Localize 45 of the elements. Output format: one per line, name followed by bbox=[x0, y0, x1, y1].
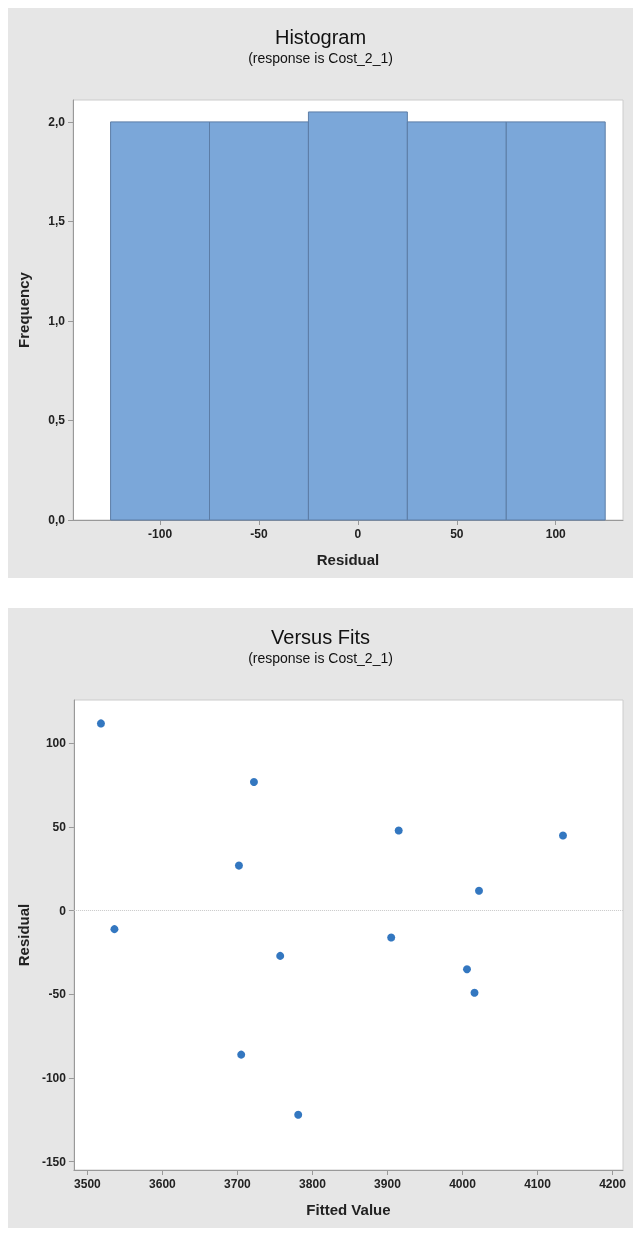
x-tick-label: 3800 bbox=[299, 1177, 327, 1191]
chart-title: Versus Fits bbox=[271, 626, 370, 648]
x-tick-label: -100 bbox=[148, 527, 173, 541]
x-tick-label: 4200 bbox=[599, 1177, 627, 1191]
point bbox=[234, 861, 243, 870]
y-axis-title: Frequency bbox=[15, 271, 32, 348]
x-tick-label: 4100 bbox=[524, 1177, 552, 1191]
point bbox=[237, 1050, 246, 1059]
y-tick-label: 0 bbox=[59, 903, 67, 918]
point bbox=[559, 831, 567, 840]
x-tick-label: 3900 bbox=[374, 1177, 402, 1191]
x-tick-label: 100 bbox=[545, 527, 567, 541]
y-tick-label: 1,0 bbox=[48, 313, 66, 328]
x-tick-label: 4000 bbox=[449, 1177, 477, 1191]
point bbox=[294, 1110, 303, 1119]
point bbox=[110, 925, 119, 934]
point bbox=[387, 933, 396, 942]
y-tick-label: -150 bbox=[41, 1154, 67, 1169]
y-tick-label: 100 bbox=[45, 736, 67, 751]
y-tick-label: 0,0 bbox=[48, 513, 66, 527]
y-tick-label: -50 bbox=[48, 987, 67, 1002]
chart-subtitle: (response is Cost_2_1) bbox=[248, 650, 393, 666]
point bbox=[249, 777, 258, 786]
chart-title: Histogram bbox=[274, 26, 367, 48]
point bbox=[470, 988, 479, 997]
y-tick-label: 1,5 bbox=[48, 214, 66, 229]
y-tick-label: 0,5 bbox=[48, 413, 66, 428]
point bbox=[474, 886, 483, 895]
y-tick-label: -100 bbox=[41, 1071, 67, 1086]
x-axis-title: Fitted Value bbox=[306, 1201, 391, 1218]
x-tick-label: 3700 bbox=[224, 1177, 252, 1191]
x-axis-title: Residual bbox=[316, 551, 380, 568]
chart-subtitle: (response is Cost_2_1) bbox=[248, 50, 393, 66]
y-tick-label: 50 bbox=[52, 820, 67, 835]
point bbox=[394, 826, 403, 835]
point bbox=[276, 951, 285, 960]
point bbox=[96, 719, 105, 728]
x-tick-label: 50 bbox=[450, 527, 464, 541]
x-tick-label: -50 bbox=[250, 527, 268, 541]
x-tick-label: 0 bbox=[354, 527, 362, 541]
y-axis-title: Residual bbox=[15, 903, 32, 967]
y-tick-label: 2,0 bbox=[48, 114, 66, 129]
point bbox=[462, 965, 471, 974]
x-tick-label: 3600 bbox=[149, 1177, 177, 1191]
x-tick-label: 3500 bbox=[74, 1177, 102, 1191]
